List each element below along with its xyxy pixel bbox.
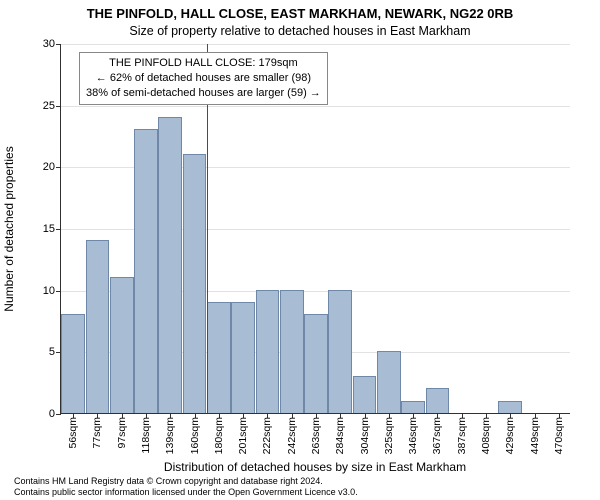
- ytick-mark: [56, 44, 61, 45]
- bar: [207, 302, 231, 413]
- xtick-label: 139sqm: [164, 417, 176, 454]
- plot-area: 05101520253056sqm77sqm97sqm118sqm139sqm1…: [60, 44, 570, 414]
- bar: [280, 290, 304, 413]
- grid-line: [61, 44, 570, 45]
- xtick-label: 304sqm: [359, 417, 371, 454]
- bar: [328, 290, 352, 413]
- xtick-label: 449sqm: [529, 417, 541, 454]
- ytick-label: 10: [25, 285, 55, 297]
- bar: [183, 154, 207, 413]
- bar: [86, 240, 110, 413]
- annotation-box: THE PINFOLD HALL CLOSE: 179sqm ← 62% of …: [79, 52, 328, 105]
- ytick-label: 0: [25, 408, 55, 420]
- bar: [134, 129, 158, 413]
- ytick-label: 20: [25, 161, 55, 173]
- bar: [377, 351, 401, 413]
- annotation-line3: 38% of semi-detached houses are larger (…: [86, 86, 321, 101]
- bar: [256, 290, 280, 413]
- xtick-label: 408sqm: [480, 417, 492, 454]
- xtick-label: 242sqm: [286, 417, 298, 454]
- bar: [401, 401, 425, 413]
- xtick-label: 222sqm: [261, 417, 273, 454]
- footer-line2: Contains public sector information licen…: [14, 487, 358, 498]
- xtick-label: 77sqm: [91, 417, 103, 449]
- xtick-label: 470sqm: [553, 417, 565, 454]
- xtick-label: 346sqm: [407, 417, 419, 454]
- ytick-label: 25: [25, 100, 55, 112]
- bar: [231, 302, 255, 413]
- xtick-label: 263sqm: [310, 417, 322, 454]
- ytick-label: 5: [25, 346, 55, 358]
- ytick-mark: [56, 291, 61, 292]
- y-axis-label: Number of detached properties: [2, 44, 18, 414]
- xtick-label: 180sqm: [213, 417, 225, 454]
- xtick-label: 325sqm: [383, 417, 395, 454]
- xtick-label: 160sqm: [189, 417, 201, 454]
- xtick-label: 118sqm: [140, 417, 152, 454]
- annotation-line2: ← 62% of detached houses are smaller (98…: [86, 71, 321, 86]
- ytick-label: 30: [25, 38, 55, 50]
- xtick-label: 56sqm: [67, 417, 79, 449]
- chart-title-line2: Size of property relative to detached ho…: [0, 24, 600, 38]
- ytick-mark: [56, 106, 61, 107]
- xtick-label: 429sqm: [504, 417, 516, 454]
- chart-container: { "chart": { "type": "bar-histogram", "t…: [0, 0, 600, 500]
- xtick-label: 97sqm: [116, 417, 128, 449]
- bar: [158, 117, 182, 413]
- ytick-label: 15: [25, 223, 55, 235]
- footer-line1: Contains HM Land Registry data © Crown c…: [14, 476, 358, 487]
- ytick-mark: [56, 229, 61, 230]
- bar: [353, 376, 377, 413]
- xtick-label: 201sqm: [237, 417, 249, 454]
- bar: [61, 314, 85, 413]
- x-axis-label: Distribution of detached houses by size …: [60, 460, 570, 474]
- xtick-label: 367sqm: [431, 417, 443, 454]
- footer-attribution: Contains HM Land Registry data © Crown c…: [14, 476, 358, 499]
- bar: [498, 401, 522, 413]
- bar: [304, 314, 328, 413]
- chart-title-line1: THE PINFOLD, HALL CLOSE, EAST MARKHAM, N…: [0, 6, 600, 21]
- ytick-mark: [56, 167, 61, 168]
- bar: [426, 388, 450, 413]
- annotation-line1: THE PINFOLD HALL CLOSE: 179sqm: [86, 56, 321, 71]
- xtick-label: 387sqm: [456, 417, 468, 454]
- xtick-label: 284sqm: [334, 417, 346, 454]
- ytick-mark: [56, 414, 61, 415]
- grid-line: [61, 106, 570, 107]
- bar: [110, 277, 134, 413]
